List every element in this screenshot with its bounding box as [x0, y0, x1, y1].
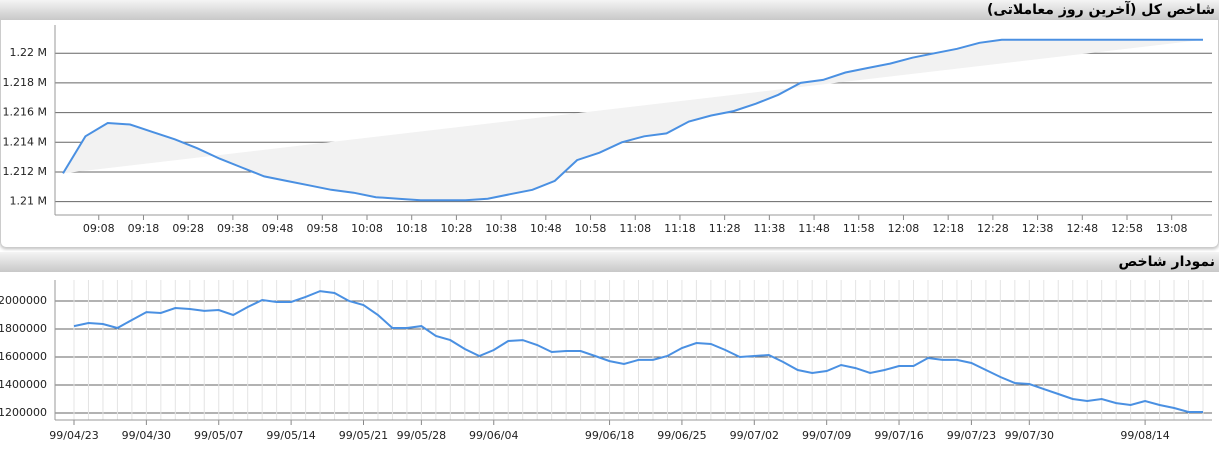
y-tick-label: 1400000 [0, 378, 47, 391]
x-tick-label: 99/07/09 [802, 429, 851, 442]
y-tick-label: 1.216 M [3, 106, 47, 119]
y-tick-label: 1.21 M [10, 195, 47, 208]
area [63, 39, 1203, 201]
x-tick-label: 09:38 [217, 222, 249, 235]
x-tick-label: 12:08 [888, 222, 920, 235]
x-tick-label: 13:08 [1156, 222, 1188, 235]
y-tick-label: 1200000 [0, 406, 47, 419]
y-tick-label: 1.22 M [10, 46, 47, 59]
y-tick-label: 1.218 M [3, 76, 47, 89]
x-tick-label: 09:58 [306, 222, 338, 235]
x-tick-label: 12:18 [932, 222, 964, 235]
x-tick-label: 09:28 [172, 222, 204, 235]
x-tick-label: 99/07/23 [947, 429, 996, 442]
x-tick-label: 99/05/28 [397, 429, 446, 442]
x-tick-label: 12:38 [1022, 222, 1054, 235]
y-tick-label: 1600000 [0, 350, 47, 363]
x-tick-label: 10:08 [351, 222, 383, 235]
x-tick-label: 11:48 [798, 222, 830, 235]
x-tick-label: 99/07/16 [874, 429, 923, 442]
x-tick-label: 11:28 [709, 222, 741, 235]
x-tick-label: 99/04/30 [122, 429, 171, 442]
panel-header: نمودار شاخص [0, 252, 1219, 272]
x-tick-label: 11:08 [619, 222, 651, 235]
x-tick-label: 99/06/18 [585, 429, 634, 442]
x-tick-label: 99/08/14 [1120, 429, 1169, 442]
x-tick-label: 10:58 [575, 222, 607, 235]
x-tick-label: 99/05/21 [339, 429, 388, 442]
y-tick-label: 1800000 [0, 322, 47, 335]
x-tick-label: 12:48 [1066, 222, 1098, 235]
x-tick-label: 11:38 [754, 222, 786, 235]
y-tick-label: 1.214 M [3, 135, 47, 148]
x-tick-label: 99/06/04 [469, 429, 518, 442]
x-tick-label: 99/05/14 [266, 429, 315, 442]
x-tick-label: 99/07/30 [1005, 429, 1054, 442]
x-tick-label: 09:48 [262, 222, 294, 235]
x-tick-label: 10:38 [485, 222, 517, 235]
x-tick-label: 12:28 [977, 222, 1009, 235]
x-tick-label: 11:58 [843, 222, 875, 235]
x-tick-label: 11:18 [664, 222, 696, 235]
x-tick-label: 10:48 [530, 222, 562, 235]
y-tick-label: 1.212 M [3, 165, 47, 178]
x-tick-label: 12:58 [1111, 222, 1143, 235]
x-tick-label: 99/05/07 [194, 429, 243, 442]
line [73, 290, 1203, 413]
panel-header: شاخص کل (آخرین روز معاملاتی) [0, 0, 1219, 20]
x-tick-label: 99/06/25 [657, 429, 706, 442]
x-tick-label: 99/07/02 [730, 429, 779, 442]
line [62, 38, 1203, 202]
x-tick-label: 99/04/23 [49, 429, 98, 442]
x-tick-label: 10:28 [441, 222, 473, 235]
x-tick-label: 09:08 [83, 222, 115, 235]
x-tick-label: 10:18 [396, 222, 428, 235]
y-tick-label: 2000000 [0, 294, 47, 307]
x-tick-label: 09:18 [128, 222, 160, 235]
